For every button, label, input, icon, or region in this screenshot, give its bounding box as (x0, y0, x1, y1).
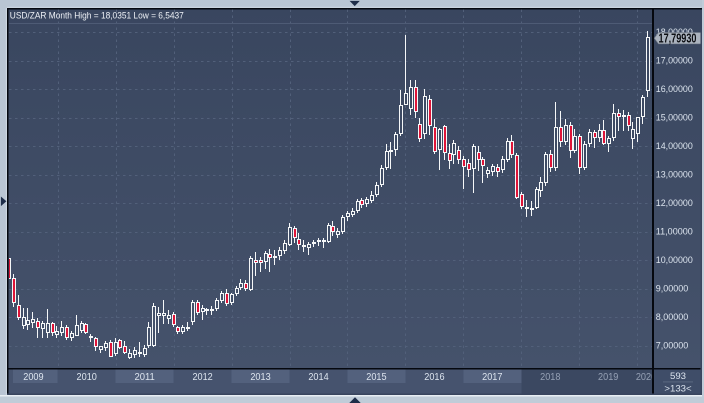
svg-text:2019: 2019 (598, 372, 619, 383)
svg-text:USD/ZAR Month High = 18,0351 L: USD/ZAR Month High = 18,0351 Low = 6,543… (10, 11, 184, 22)
svg-text:2010: 2010 (77, 372, 98, 383)
svg-text:2016: 2016 (424, 372, 445, 383)
svg-text:10,00000: 10,00000 (656, 255, 693, 266)
svg-text:2011: 2011 (134, 372, 155, 383)
svg-text:8,00000: 8,00000 (656, 312, 688, 323)
svg-text:2020: 2020 (636, 372, 657, 383)
svg-text:12,00000: 12,00000 (656, 198, 693, 209)
svg-text:2012: 2012 (192, 372, 212, 383)
svg-text:7,00000: 7,00000 (656, 340, 688, 351)
svg-text:593: 593 (670, 371, 686, 382)
svg-text:11,00000: 11,00000 (656, 226, 693, 237)
svg-text:2017: 2017 (482, 372, 502, 383)
svg-text:16,00000: 16,00000 (656, 84, 693, 95)
svg-text:15,00000: 15,00000 (656, 113, 693, 124)
svg-text:2014: 2014 (308, 372, 329, 383)
svg-text:>133<: >133< (664, 383, 692, 394)
svg-text:2015: 2015 (366, 372, 387, 383)
svg-text:13,00000: 13,00000 (656, 169, 693, 180)
svg-text:14,00000: 14,00000 (656, 141, 693, 152)
svg-text:17,00000: 17,00000 (656, 56, 693, 67)
svg-text:9,00000: 9,00000 (656, 283, 688, 294)
svg-text:2018: 2018 (540, 372, 561, 383)
svg-text:2009: 2009 (23, 372, 44, 383)
svg-text:2013: 2013 (250, 372, 271, 383)
svg-text:17,79930: 17,79930 (659, 32, 697, 46)
